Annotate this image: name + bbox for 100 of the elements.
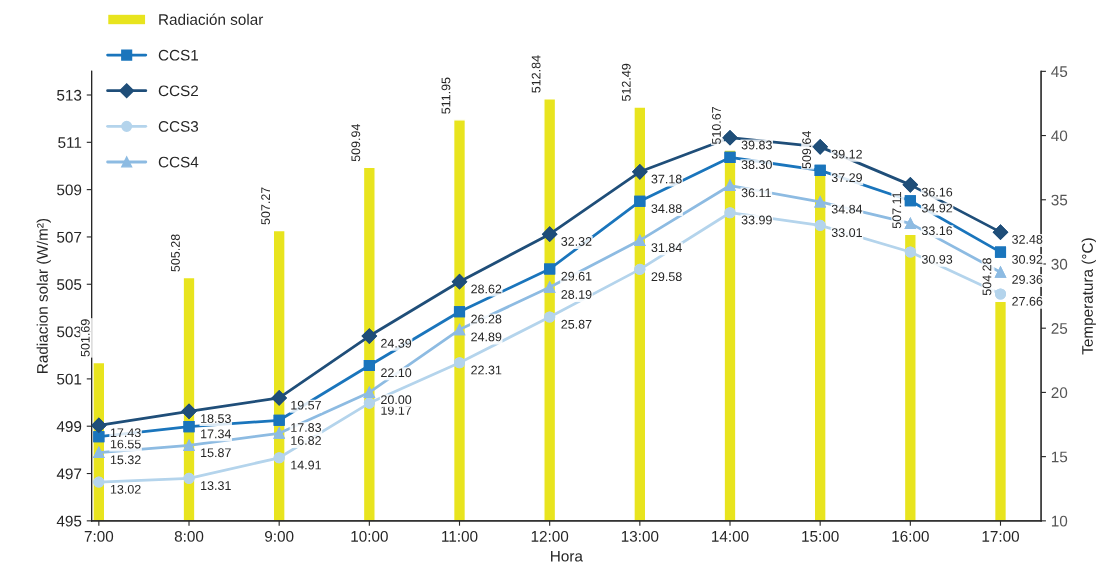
data-label: 29.36 [1012, 275, 1043, 284]
data-label: 37.29 [831, 173, 862, 183]
data-label: 509.64 [802, 131, 812, 169]
point [994, 288, 1007, 300]
y2-tick-label: 40 [1051, 130, 1068, 142]
point [453, 306, 466, 318]
y-tick-label: 499 [56, 421, 82, 432]
point [634, 195, 646, 207]
data-label: 24.89 [471, 332, 502, 342]
point [273, 427, 285, 439]
legend-label: CCS4 [158, 156, 199, 168]
point [724, 151, 736, 163]
x-tick-label: 11:00 [442, 530, 478, 542]
y-tick-label: 507 [57, 231, 82, 243]
x-tick-label: 8:00 [174, 530, 204, 542]
point [93, 476, 105, 488]
point [183, 421, 195, 433]
data-label: 28.62 [471, 284, 502, 294]
y-tick-label: 509 [57, 184, 82, 196]
data-label: 33.01 [831, 228, 862, 238]
legend-label: CCS2 [158, 85, 198, 97]
data-label: 20.00 [381, 395, 412, 405]
data-label: 14.91 [291, 460, 321, 470]
point [544, 281, 556, 293]
y-tick-label: 497 [56, 468, 82, 480]
point [994, 266, 1007, 278]
point [273, 414, 285, 426]
data-label: 32.32 [561, 237, 592, 246]
data-label: 29.61 [561, 271, 592, 281]
data-label: 19.17 [381, 405, 412, 415]
point [363, 386, 375, 398]
x-tick-label: 13:00 [621, 530, 659, 542]
y-axis-title: Radiacion solar (W/m²) [36, 218, 51, 373]
point [724, 179, 736, 192]
point [722, 130, 738, 146]
x-tick-label: 7:00 [84, 530, 114, 542]
data-label: 33.16 [921, 226, 953, 236]
y-tick-label: 503 [57, 326, 82, 338]
y2-tick-label: 35 [1051, 194, 1068, 206]
data-label: 39.83 [741, 140, 772, 150]
point [814, 196, 826, 208]
point [271, 390, 287, 406]
point [91, 417, 107, 433]
data-label: 509.94 [351, 123, 361, 162]
data-label: 33.99 [741, 215, 772, 225]
y-tick-label: 495 [56, 515, 82, 527]
data-label: 15.87 [201, 448, 231, 458]
data-label: 37.18 [651, 174, 682, 184]
data-label: 27.66 [1012, 296, 1043, 306]
point [634, 263, 646, 275]
data-label: 22.31 [471, 365, 502, 375]
data-label: 38.30 [741, 160, 772, 170]
data-label: 26.28 [471, 314, 502, 324]
y-tick-label: 511 [58, 137, 82, 148]
x-tick-label: 9:00 [265, 530, 294, 542]
legend-label: CCS1 [158, 49, 199, 61]
y-tick-label: 505 [57, 279, 82, 290]
x-axis-title: Hora [551, 550, 583, 562]
data-label: 17.83 [291, 423, 322, 432]
data-label: 32.48 [1012, 234, 1043, 244]
data-label: 507.27 [261, 187, 271, 225]
data-label: 17.43 [110, 428, 141, 438]
legend-label: Radiación solar [159, 13, 264, 25]
data-label: 39.12 [831, 149, 862, 159]
point [904, 246, 916, 258]
data-label: 13.31 [201, 481, 231, 491]
point [812, 139, 828, 155]
point [453, 357, 466, 369]
point [544, 311, 556, 323]
data-label: 13.02 [110, 484, 141, 494]
point [814, 164, 826, 176]
y2-tick-label: 30 [1051, 258, 1068, 270]
data-label: 31.84 [651, 243, 682, 253]
data-label: 501.69 [80, 319, 90, 357]
data-label: 512.49 [621, 63, 631, 102]
point [451, 274, 468, 290]
y2-tick-label: 10 [1051, 515, 1068, 527]
data-label: 34.92 [921, 203, 953, 213]
legend-label: CCS3 [158, 121, 199, 132]
data-label: 16.55 [110, 439, 141, 449]
x-tick-label: 16:00 [892, 530, 929, 542]
data-label: 30.93 [921, 254, 953, 264]
y2-tick-label: 20 [1051, 387, 1068, 399]
data-label: 16.82 [291, 436, 321, 445]
data-label: 29.58 [651, 272, 682, 282]
point [634, 234, 646, 246]
x-tick-label: 15:00 [802, 530, 839, 542]
x-tick-label: 10:00 [351, 530, 388, 542]
point [361, 328, 377, 344]
point [181, 403, 197, 419]
data-label: 507.11 [892, 192, 902, 229]
y-tick-label: 501 [57, 373, 82, 385]
point [544, 263, 556, 275]
y2-tick-label: 45 [1051, 66, 1068, 78]
data-label: 19.57 [291, 400, 321, 410]
data-label: 17.34 [201, 429, 232, 439]
point [93, 431, 105, 443]
point [814, 219, 826, 231]
data-label: 510.67 [712, 106, 721, 145]
y-tick-label: 513 [57, 89, 82, 101]
